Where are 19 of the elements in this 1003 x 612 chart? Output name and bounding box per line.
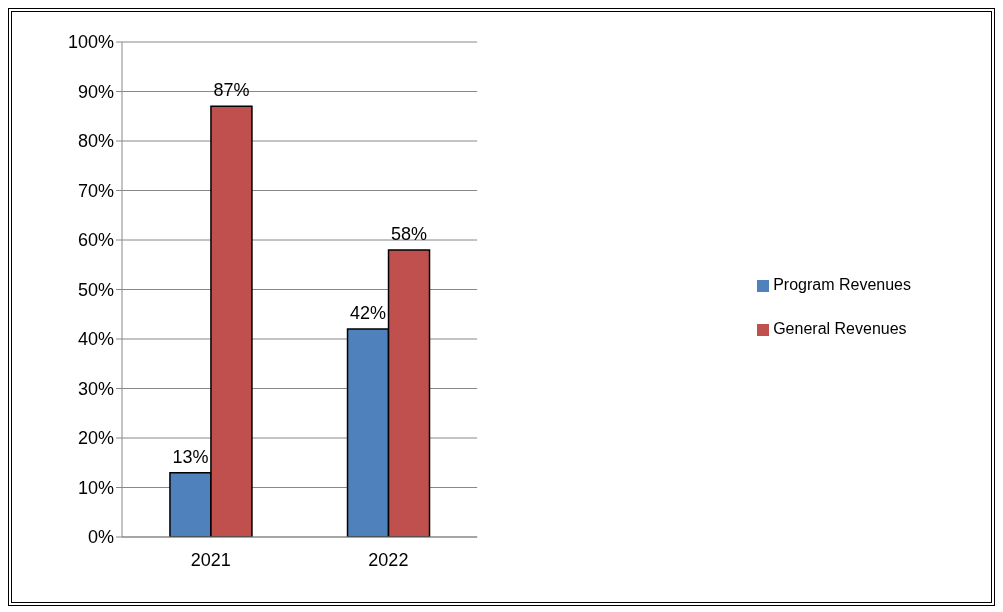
y-tick-label: 70% (77, 180, 114, 201)
y-tick-label: 60% (77, 230, 114, 251)
data-label: 87% (213, 80, 250, 101)
legend-label: Program Revenues (773, 276, 911, 293)
y-tick-label: 30% (77, 378, 114, 399)
y-tick-label: 40% (77, 329, 114, 350)
x-tick-label: 2022 (368, 549, 409, 570)
data-label: 42% (350, 303, 387, 324)
y-tick-label: 50% (77, 279, 114, 300)
y-tick-label: 80% (77, 131, 114, 152)
data-label: 58% (391, 223, 428, 244)
y-tick-label: 100% (67, 32, 114, 53)
legend-label: General Revenues (773, 320, 907, 337)
y-tick-label: 10% (77, 477, 114, 498)
data-label: 13% (172, 446, 209, 467)
x-tick-label: 2021 (190, 549, 231, 570)
y-tick-label: 90% (77, 81, 114, 102)
y-tick-label: 20% (77, 428, 114, 449)
y-tick-label: 0% (87, 527, 114, 548)
